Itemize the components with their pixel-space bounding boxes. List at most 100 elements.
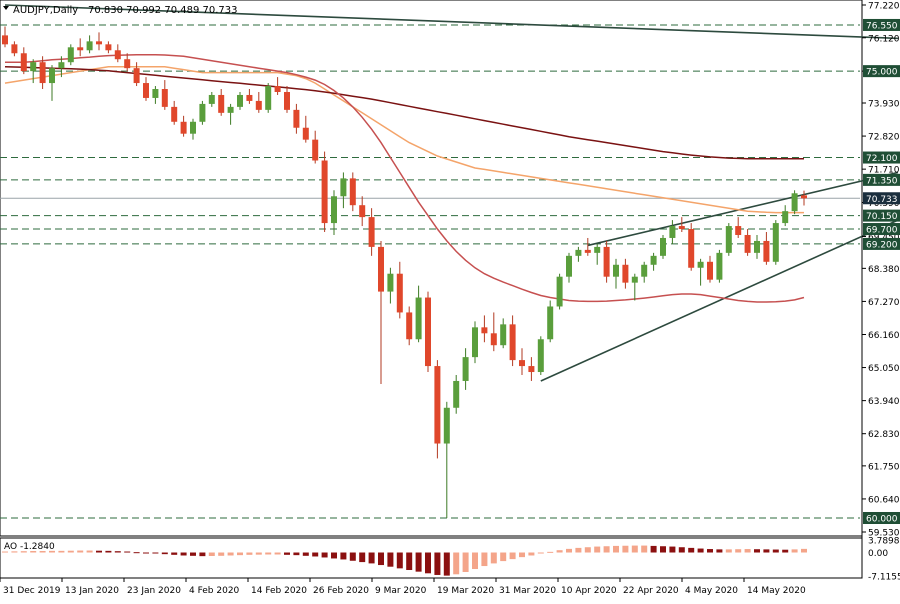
candle-body (105, 44, 112, 51)
ao-bar (584, 547, 591, 553)
candle-body (274, 86, 281, 92)
dropdown-triangle-icon[interactable] (3, 6, 9, 10)
candle-body (575, 249, 582, 256)
ao-bar (697, 548, 704, 553)
ao-tick-label: 3.7898 (868, 537, 900, 547)
ao-tick-label: -7.1155 (868, 573, 900, 583)
date-tick-label: 9 Mar 2020 (375, 586, 427, 596)
ao-bar (443, 552, 450, 576)
ao-bar (274, 552, 281, 555)
ao-bar (575, 547, 582, 553)
date-tick-label: 4 Feb 2020 (189, 586, 240, 596)
candle-body (406, 312, 413, 340)
ao-bar (20, 551, 27, 553)
candle-body (754, 240, 760, 253)
date-tick-label: 14 May 2020 (747, 586, 806, 596)
ao-bar (293, 552, 300, 556)
candle-body (227, 106, 234, 113)
ao-bar (594, 546, 601, 553)
ao-bar (613, 545, 619, 553)
candle-body (434, 366, 441, 444)
candle-body (2, 35, 8, 45)
level-label-text: 72.100 (866, 154, 898, 164)
trendline (540, 219, 899, 382)
ao-bar (11, 551, 18, 553)
ao-bar (378, 552, 384, 566)
candle-body (237, 94, 243, 107)
ao-bar (566, 548, 572, 553)
trendline (587, 171, 899, 247)
candle-body (378, 246, 384, 292)
ao-tick-labels: 3.7898 0.00 -7.1155 (868, 537, 900, 583)
ao-bar (782, 549, 789, 553)
candle-body (67, 47, 74, 63)
candle-body (519, 360, 525, 367)
candle-body (641, 264, 648, 277)
ao-bar (754, 549, 760, 553)
candle-body (613, 264, 619, 277)
candle-body (293, 109, 300, 128)
candle-body (556, 276, 563, 307)
ao-bar (114, 551, 121, 553)
candle-body (321, 160, 328, 224)
ao-bar (284, 552, 290, 555)
candle-body (368, 217, 375, 247)
candle-body (490, 333, 497, 346)
candle-body (340, 178, 347, 197)
ao-bar (227, 552, 234, 556)
ao-bar (744, 549, 751, 553)
candle-body (509, 324, 516, 361)
candle-body (415, 297, 422, 340)
candle-body (791, 193, 798, 212)
candle-body (697, 261, 704, 268)
candle-body (481, 327, 488, 334)
ao-bar (199, 552, 206, 557)
date-tick-label: 22 Apr 2020 (623, 586, 679, 596)
candle-body (312, 139, 319, 161)
ohlc-label: 70.830 70.992 70.489 70.733 (88, 5, 238, 16)
ao-bar (716, 549, 723, 553)
ao-bar (801, 548, 807, 553)
candle-body (208, 94, 215, 104)
candle-body (190, 121, 196, 134)
level-label-box (863, 237, 900, 250)
ao-bar (735, 549, 742, 553)
candle-body (453, 380, 460, 408)
candle-body (396, 273, 403, 313)
ao-bar (791, 549, 798, 553)
price-tick-label: 67.270 (868, 298, 900, 308)
current-price-text: 70.733 (866, 195, 898, 205)
candle-body (566, 255, 572, 277)
ao-bar (547, 551, 554, 553)
price-tick-labels: 77.22076.12075.00073.93072.82071.71070.5… (862, 2, 900, 539)
ao-tick-label: 0.00 (868, 549, 888, 559)
ao-bar (772, 549, 779, 553)
ao-bar (208, 552, 215, 556)
ao-bar (133, 552, 140, 554)
price-tick-label: 73.930 (868, 100, 900, 110)
ao-bar (265, 552, 272, 555)
candle-body (763, 240, 770, 262)
price-tick-label: 76.120 (868, 34, 900, 44)
candle-body (133, 68, 140, 84)
ao-bar (641, 545, 648, 553)
ao-bar (481, 552, 488, 567)
candle-body (707, 261, 713, 280)
ao-bar (472, 552, 478, 570)
price-tick-label: 61.750 (868, 462, 900, 472)
date-tick-label: 31 Dec 2019 (3, 586, 61, 596)
moving-average-line (5, 54, 805, 303)
candle-body (387, 273, 394, 292)
ao-bar (237, 552, 243, 556)
ao-bar (556, 550, 563, 553)
ao-bar (340, 552, 347, 560)
date-tick-label: 19 Mar 2020 (437, 586, 494, 596)
candle-body (124, 59, 131, 69)
candle-body (331, 196, 337, 224)
candle-body (744, 234, 751, 253)
date-tick-label: 23 Jan 2020 (127, 586, 181, 596)
trendlines (4, 4, 899, 382)
candle-body (20, 53, 27, 72)
